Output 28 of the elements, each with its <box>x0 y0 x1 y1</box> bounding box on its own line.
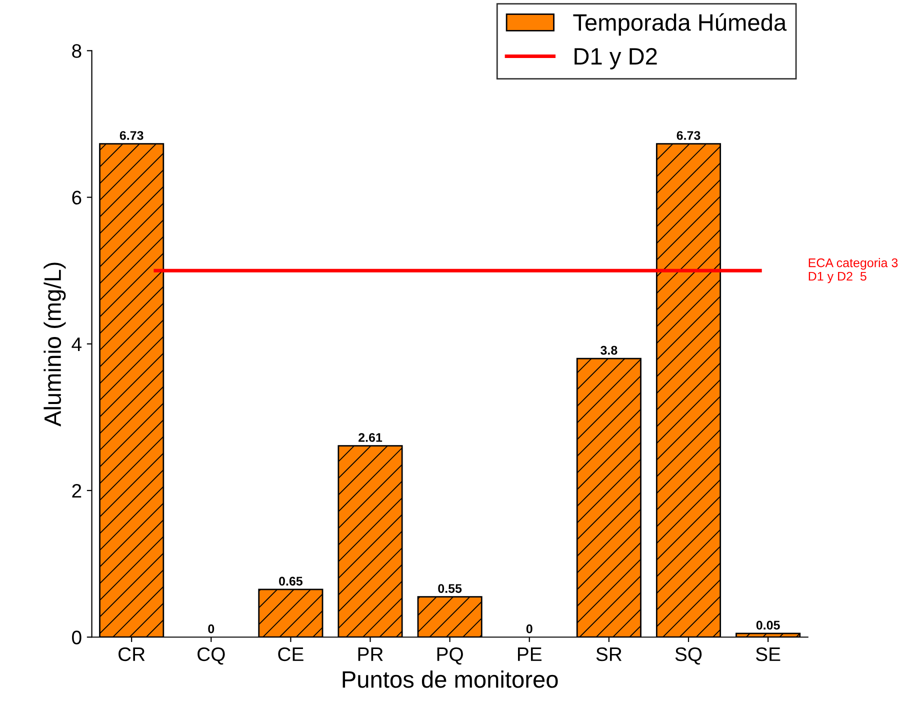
data-label: 0.55 <box>438 584 462 593</box>
y-tick-label: 0 <box>72 630 82 644</box>
x-tick-label: CR <box>118 647 145 662</box>
x-tick-label: PR <box>358 648 383 661</box>
x-tick-label: CE <box>278 647 304 662</box>
x-tick-label: CQ <box>198 647 225 665</box>
data-label: 6.73 <box>120 131 144 140</box>
y-axis-title: Aluminio (mg/L) <box>44 262 66 427</box>
y-tick-label: 8 <box>72 44 82 58</box>
x-axis-title: Puntos de monitoreo <box>342 670 558 688</box>
x-tick-label: SE <box>756 647 780 662</box>
data-label: 0.05 <box>756 620 780 630</box>
y-tick-label: 6 <box>72 190 82 205</box>
text: ECA categoria 3 D1 y D2 5 <box>808 258 898 284</box>
legend-label: Temporada Húmeda <box>573 13 787 36</box>
x-tick-label: SR <box>596 647 622 662</box>
x-tick-label: PE <box>518 648 542 661</box>
data-label: 0 <box>526 624 532 634</box>
data-label: 0 <box>208 624 214 634</box>
data-label: 6.73 <box>676 131 700 140</box>
data-label: 3.8 <box>600 346 618 355</box>
x-tick-label: SQ <box>675 647 702 665</box>
data-label: 2.61 <box>358 433 382 442</box>
legend-label: D1 y D2 <box>574 48 657 70</box>
data-label: 0.65 <box>279 576 303 586</box>
x-tick-label: PQ <box>437 647 463 665</box>
y-tick-label: 4 <box>72 338 82 351</box>
y-tick-label: 2 <box>72 484 82 498</box>
